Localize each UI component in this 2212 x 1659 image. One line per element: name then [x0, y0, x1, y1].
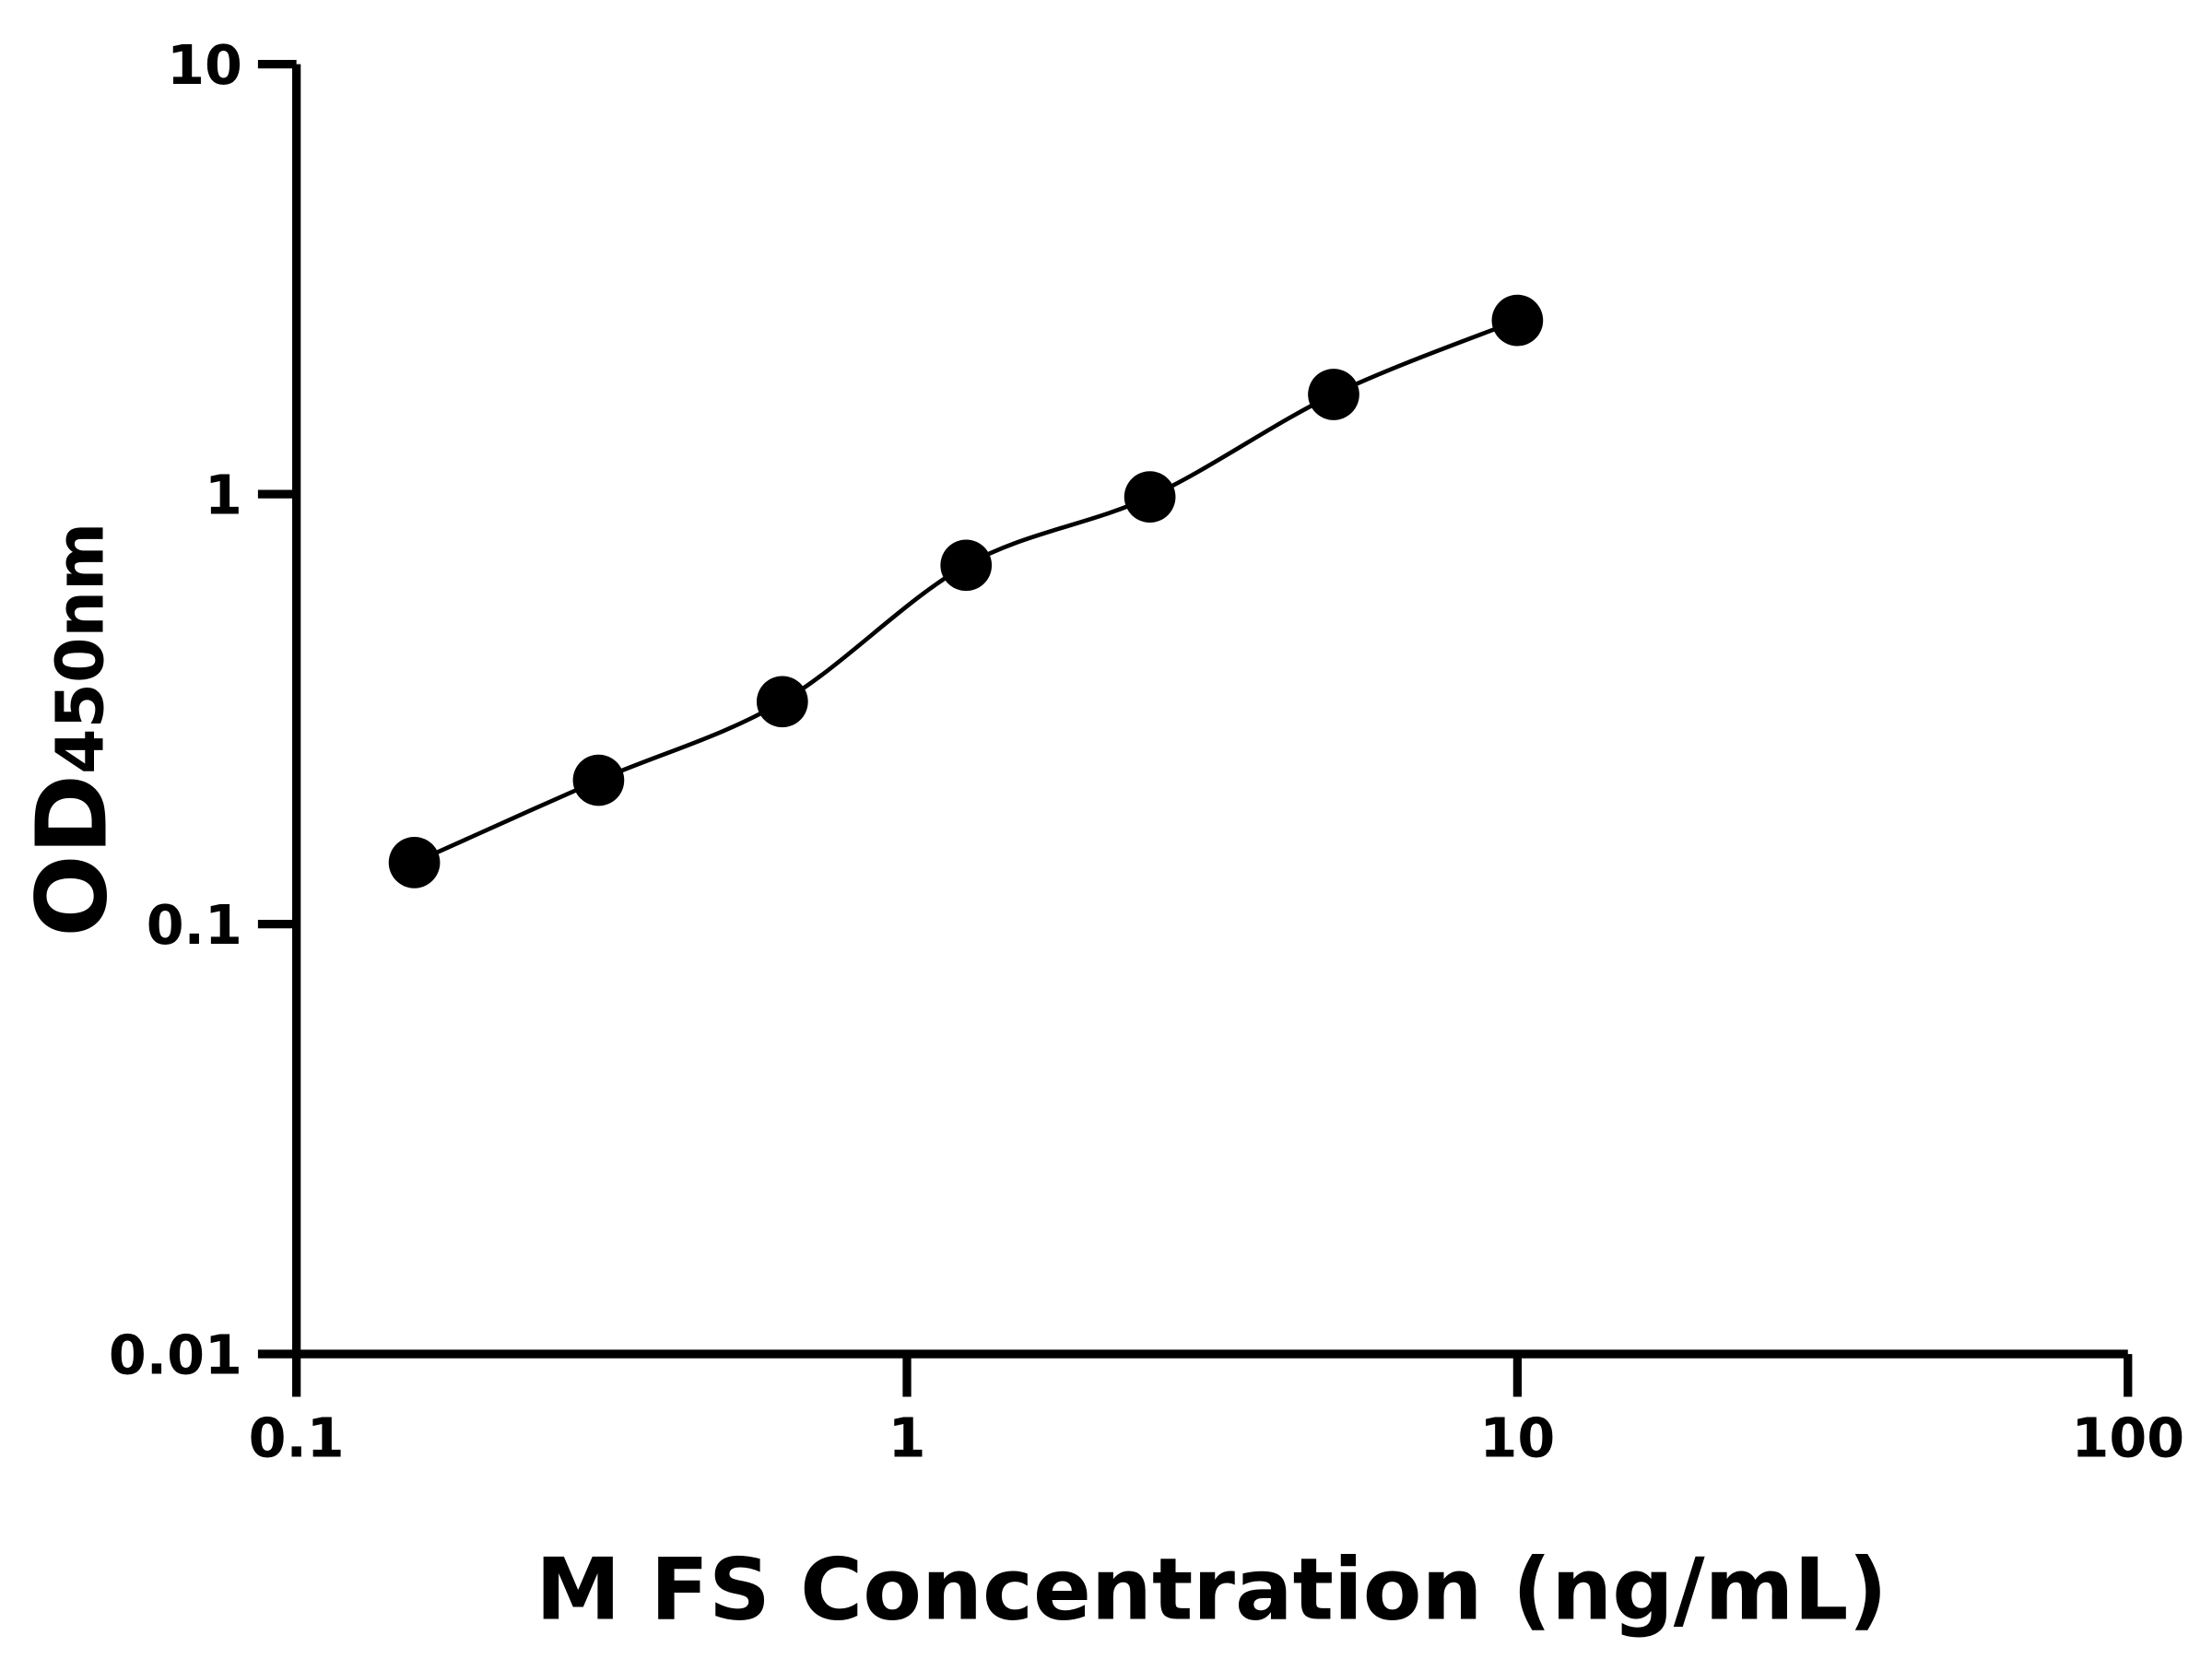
- data-point: [1124, 471, 1176, 523]
- x-tick-label: 100: [2071, 1406, 2184, 1469]
- y-axis-label-main: OD: [15, 774, 128, 937]
- y-tick-label: 0.01: [109, 1324, 242, 1387]
- data-point: [1491, 294, 1544, 347]
- data-point: [1308, 369, 1359, 420]
- x-tick-label: 1: [888, 1406, 926, 1469]
- data-point: [388, 837, 441, 888]
- y-axis-label-sub: 450nm: [41, 523, 118, 774]
- y-tick-label: 0.1: [147, 893, 242, 957]
- y-tick-label: 10: [167, 33, 242, 97]
- data-point: [940, 539, 993, 592]
- x-tick-label: 10: [1480, 1406, 1556, 1469]
- x-tick-label: 0.1: [249, 1406, 345, 1469]
- y-axis-label: OD450nm: [15, 523, 128, 937]
- data-point: [572, 754, 625, 806]
- y-tick-label: 1: [205, 464, 242, 527]
- data-point: [756, 676, 808, 728]
- x-axis-label: M FS Concentration (ng/mL): [535, 1540, 1888, 1640]
- axes: [292, 64, 2128, 1359]
- data-points: [388, 294, 1544, 888]
